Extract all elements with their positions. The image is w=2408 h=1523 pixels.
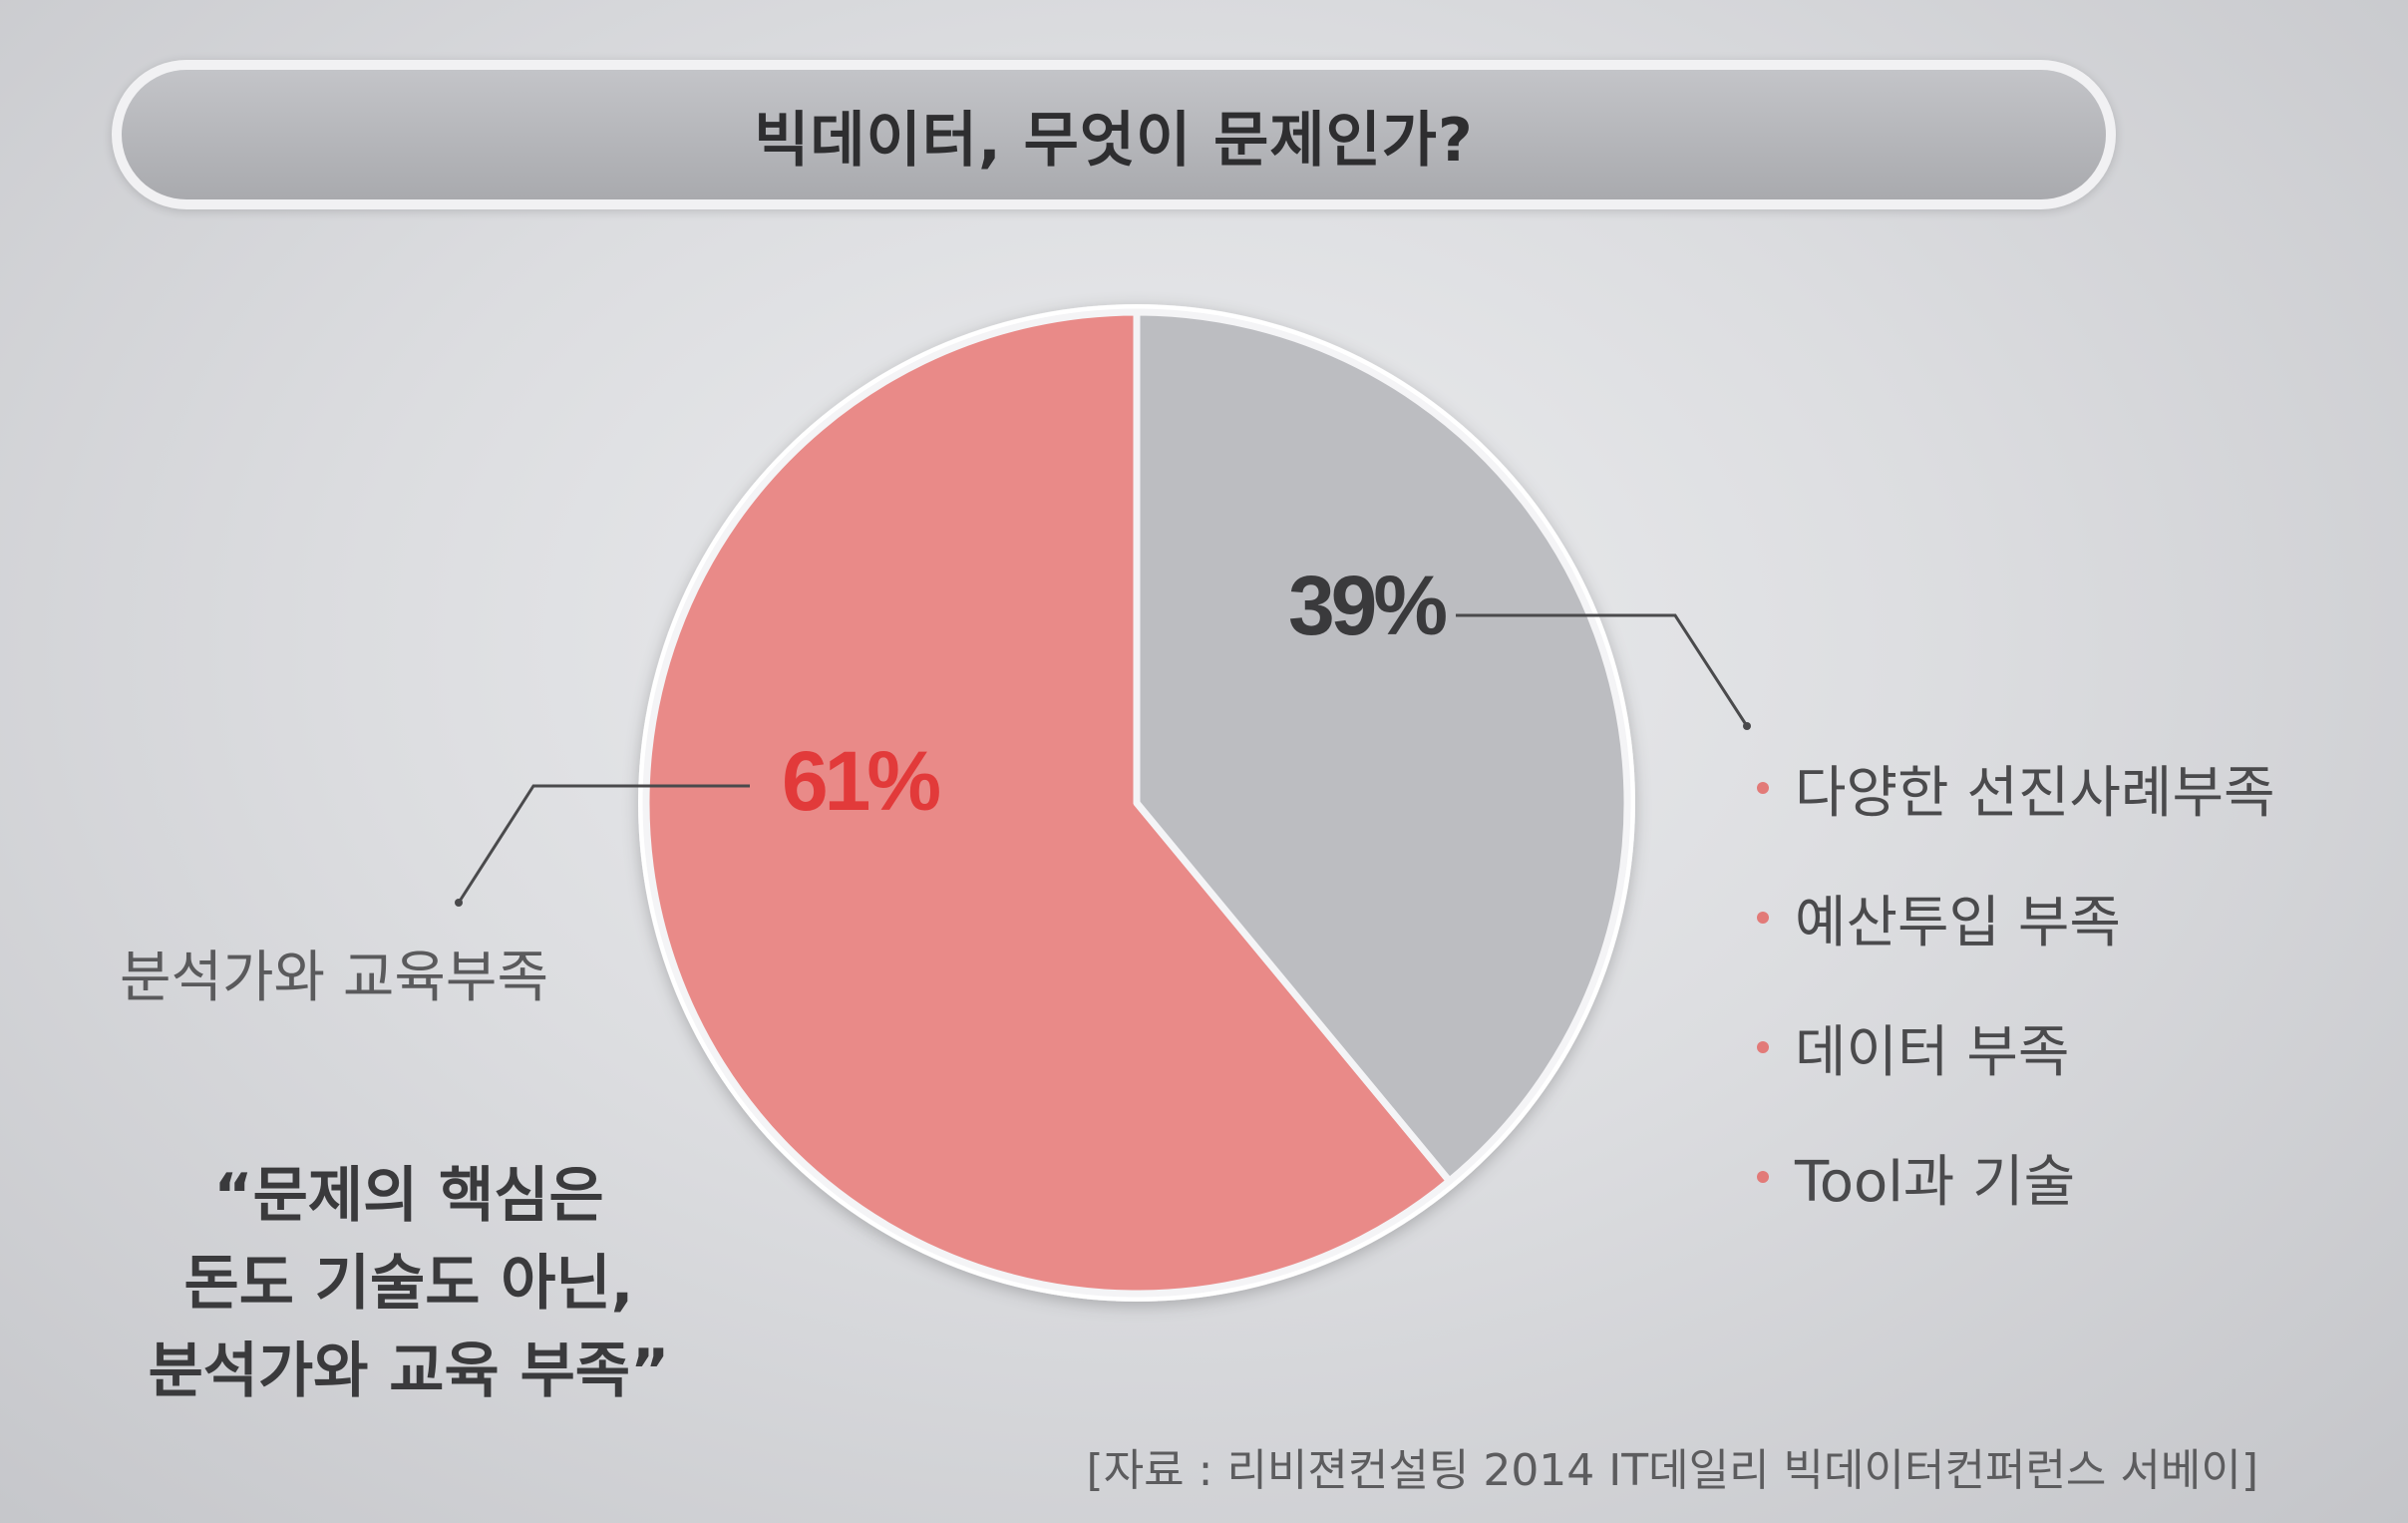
pie-slice-analyst-education [642, 308, 1454, 1298]
pie-slice-other [1133, 308, 1631, 1185]
key-quote: “문제의 핵심은 돈도 기술도 아닌, 분석가와 교육 부족” [130, 1152, 688, 1415]
leader-line-61 [457, 784, 750, 904]
list-item: 데이터 부족 [1757, 982, 2274, 1112]
title-bar-inner: 빅데이터, 무엇이 문제인가? [122, 70, 2106, 199]
bullet-icon [1757, 1041, 1769, 1053]
page-title: 빅데이터, 무엇이 문제인가? [754, 105, 1474, 176]
quote-line: 분석가와 교육 부족” [148, 1336, 670, 1406]
pct-label-61: 61% [782, 734, 939, 828]
leader-line-39 [1456, 613, 1749, 727]
quote-line: 돈도 기술도 아닌, [183, 1249, 634, 1319]
list-item-label: Tool과 기술 [1795, 1149, 2076, 1215]
list-item: Tool과 기술 [1757, 1112, 2274, 1242]
leader-dot-61 [455, 899, 463, 907]
bullet-icon [1757, 912, 1769, 924]
bullet-icon [1757, 1171, 1769, 1183]
slice-label-analyst-education: 분석가와 교육부족 [120, 946, 548, 1010]
list-item: 예산투입 부족 [1757, 853, 2274, 982]
quote-line: “문제의 핵심은 [213, 1161, 604, 1231]
other-causes-list: 다양한 선진사례부족 예산투입 부족 데이터 부족 Tool과 기술 [1757, 723, 2274, 1242]
source-note: [자료 : 리비젼컨설팅 2014 IT데일리 빅데이터컨퍼런스 서베이] [1086, 1445, 2258, 1496]
bullet-icon [1757, 782, 1769, 794]
pct-label-39: 39% [1288, 559, 1446, 652]
list-item-label: 예산투입 부족 [1795, 890, 2121, 955]
list-item-label: 데이터 부족 [1795, 1019, 2070, 1085]
list-item-label: 다양한 선진사례부족 [1795, 760, 2275, 826]
list-item: 다양한 선진사례부족 [1757, 723, 2274, 853]
title-bar: 빅데이터, 무엇이 문제인가? [112, 60, 2116, 209]
leader-dot-39 [1743, 722, 1751, 730]
